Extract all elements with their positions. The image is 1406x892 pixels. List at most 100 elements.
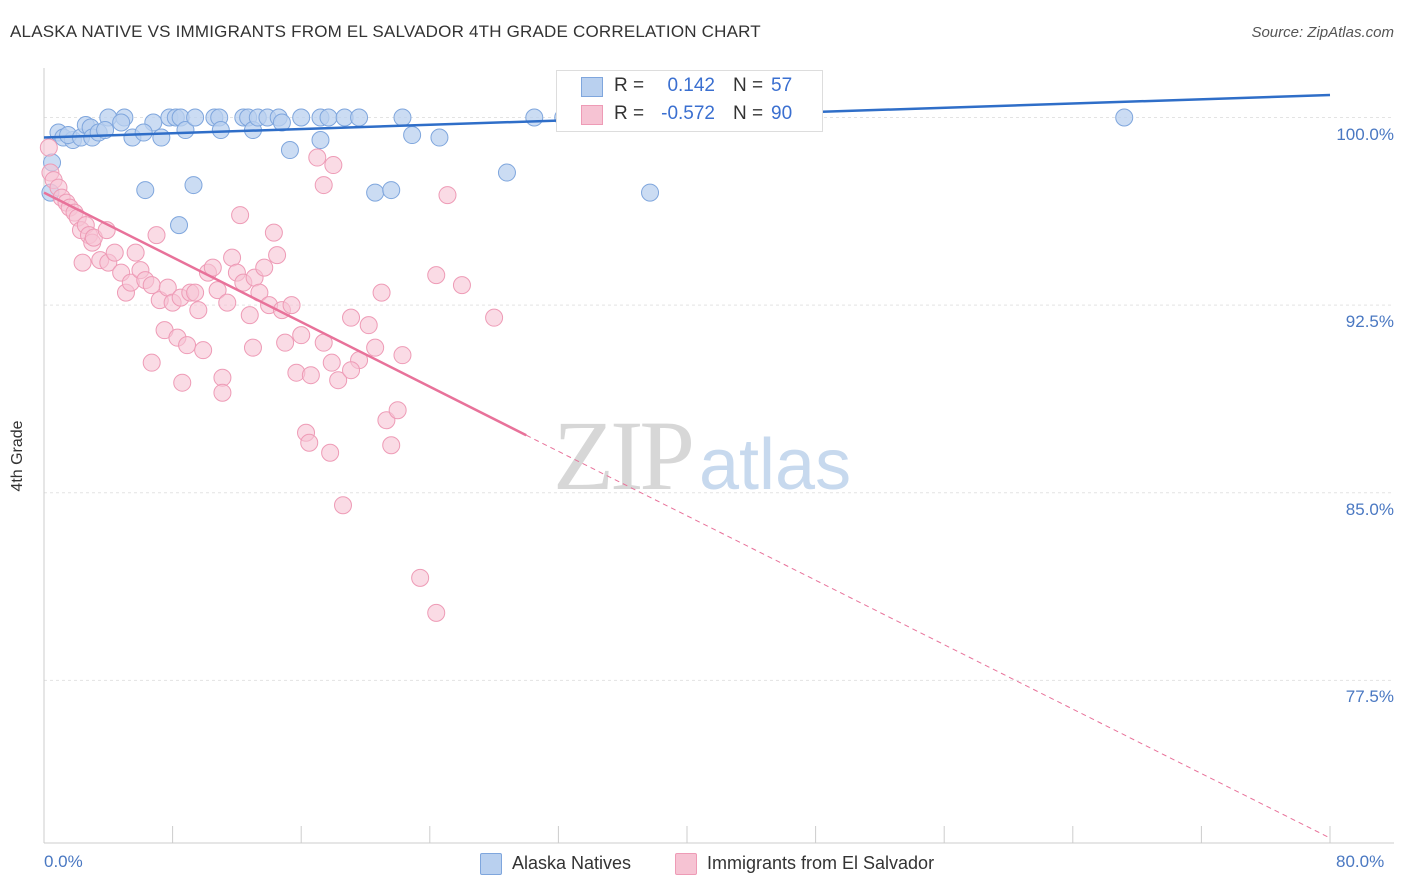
data-point-alaska bbox=[152, 128, 171, 147]
data-point-alaska bbox=[350, 108, 369, 127]
data-point-el-salvador bbox=[243, 338, 262, 357]
data-point-alaska bbox=[382, 181, 401, 200]
source-label: Source: ZipAtlas.com bbox=[1251, 24, 1394, 41]
data-point-el-salvador bbox=[301, 366, 320, 385]
watermark-zip: ZIP bbox=[553, 400, 695, 511]
data-point-alaska bbox=[136, 181, 155, 200]
data-point-el-salvador bbox=[427, 603, 446, 622]
data-point-el-salvador bbox=[372, 283, 391, 302]
data-point-el-salvador bbox=[333, 496, 352, 515]
data-point-el-salvador bbox=[282, 296, 301, 315]
data-point-el-salvador bbox=[105, 243, 124, 262]
data-point-el-salvador bbox=[240, 306, 259, 325]
legend-n-label: N = bbox=[733, 103, 764, 124]
data-point-el-salvador bbox=[300, 433, 319, 452]
data-point-el-salvador bbox=[268, 246, 287, 265]
data-point-alaska bbox=[176, 121, 195, 140]
el-salvador-points bbox=[39, 138, 504, 622]
legend-r-value: -0.572 bbox=[661, 103, 715, 124]
data-point-el-salvador bbox=[411, 568, 430, 587]
data-point-el-salvador bbox=[366, 338, 385, 357]
data-point-alaska bbox=[311, 131, 330, 150]
data-point-el-salvador bbox=[231, 206, 250, 225]
y-tick-label: 85.0% bbox=[1345, 499, 1394, 519]
data-point-alaska bbox=[292, 108, 311, 127]
data-point-el-salvador bbox=[321, 443, 340, 462]
data-point-el-salvador bbox=[213, 368, 232, 387]
legend-n-value: 57 bbox=[771, 75, 793, 96]
legend-swatch-blue bbox=[581, 77, 603, 97]
legend-swatch-blue bbox=[480, 853, 502, 875]
watermark-atlas: atlas bbox=[699, 425, 852, 505]
data-point-el-salvador bbox=[218, 293, 237, 312]
data-point-el-salvador bbox=[342, 361, 361, 380]
data-point-el-salvador bbox=[388, 401, 407, 420]
data-point-el-salvador bbox=[178, 336, 197, 355]
data-point-alaska bbox=[525, 108, 544, 127]
legend-swatch-pink bbox=[675, 853, 697, 875]
data-point-alaska bbox=[497, 163, 516, 182]
data-point-alaska bbox=[319, 108, 338, 127]
data-point-el-salvador bbox=[189, 301, 208, 320]
data-point-alaska bbox=[280, 141, 299, 160]
grid-lines bbox=[44, 117, 1394, 681]
legend-r-value: 0.142 bbox=[667, 75, 715, 96]
y-axis-label: 4th Grade bbox=[9, 420, 26, 492]
trend-lines bbox=[43, 93, 1331, 839]
data-point-el-salvador bbox=[208, 281, 227, 300]
correlation-legend: R = 0.142 N = 57 R = -0.572 N = 90 bbox=[556, 70, 823, 132]
data-point-el-salvador bbox=[194, 341, 213, 360]
data-point-alaska bbox=[430, 128, 449, 147]
y-tick-label: 92.5% bbox=[1345, 312, 1394, 332]
data-point-el-salvador bbox=[342, 308, 361, 327]
data-point-alaska bbox=[272, 113, 291, 132]
data-point-el-salvador bbox=[255, 258, 274, 277]
data-point-el-salvador bbox=[427, 266, 446, 285]
legend-row-alaska: R = 0.142 N = 57 bbox=[557, 73, 822, 101]
legend-label: Alaska Natives bbox=[512, 853, 632, 873]
data-point-el-salvador bbox=[126, 243, 145, 262]
data-point-el-salvador bbox=[147, 226, 166, 245]
trend-line-el-salvador bbox=[43, 191, 527, 437]
data-point-el-salvador bbox=[308, 148, 327, 167]
legend-swatch-pink bbox=[581, 105, 603, 125]
data-point-alaska bbox=[393, 108, 412, 127]
watermark: ZIP atlas bbox=[553, 398, 851, 513]
chart-title: ALASKA NATIVE VS IMMIGRANTS FROM EL SALV… bbox=[10, 22, 761, 41]
data-point-el-salvador bbox=[213, 383, 232, 402]
data-point-alaska bbox=[641, 183, 660, 202]
legend-n-label: N = bbox=[733, 75, 764, 96]
data-point-el-salvador bbox=[314, 176, 333, 195]
data-point-alaska bbox=[211, 121, 230, 140]
series-legend: Alaska Natives Immigrants from El Salvad… bbox=[0, 852, 1406, 876]
y-tick-label: 77.5% bbox=[1345, 687, 1394, 707]
data-point-el-salvador bbox=[322, 353, 341, 372]
legend-r-label: R = bbox=[614, 103, 645, 124]
data-point-el-salvador bbox=[186, 283, 205, 302]
data-point-el-salvador bbox=[142, 353, 161, 372]
data-point-el-salvador bbox=[276, 333, 295, 352]
data-point-alaska bbox=[366, 183, 385, 202]
data-point-el-salvador bbox=[393, 346, 412, 365]
y-tick-label: 100.0% bbox=[1336, 124, 1394, 144]
data-point-el-salvador bbox=[452, 276, 471, 295]
data-point-alaska bbox=[186, 108, 205, 127]
legend-row-el-salvador: R = -0.572 N = 90 bbox=[557, 101, 822, 129]
x-tick-max: 80.0% bbox=[1336, 852, 1385, 871]
data-point-el-salvador bbox=[142, 276, 161, 295]
data-point-el-salvador bbox=[173, 373, 192, 392]
legend-label: Immigrants from El Salvador bbox=[707, 853, 935, 873]
data-point-el-salvador bbox=[292, 326, 311, 345]
data-point-el-salvador bbox=[73, 253, 92, 272]
data-point-el-salvador bbox=[438, 186, 457, 205]
data-point-el-salvador bbox=[359, 316, 378, 335]
legend-n-value: 90 bbox=[771, 103, 793, 124]
data-point-el-salvador bbox=[377, 411, 396, 430]
axes bbox=[43, 68, 1394, 844]
data-point-alaska bbox=[170, 216, 189, 235]
data-point-el-salvador bbox=[264, 223, 283, 242]
data-point-el-salvador bbox=[485, 308, 504, 327]
data-point-el-salvador bbox=[329, 371, 348, 390]
data-point-el-salvador bbox=[324, 156, 343, 175]
